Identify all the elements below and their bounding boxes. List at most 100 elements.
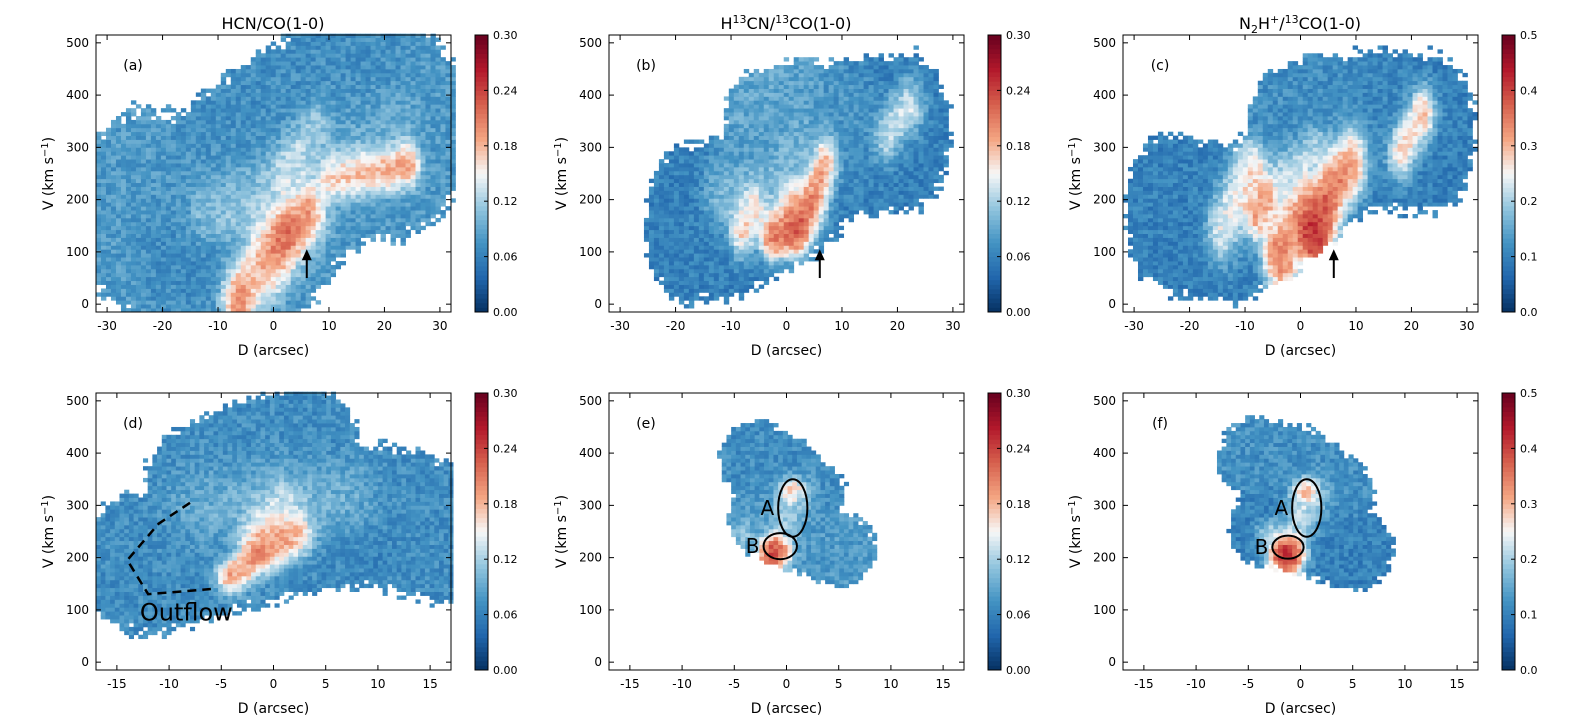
heatmap-cell — [165, 261, 172, 266]
heatmap-cell — [105, 233, 112, 238]
heatmap-cell — [300, 253, 307, 258]
heatmap-cell — [170, 241, 177, 246]
heatmap-cell — [673, 210, 680, 215]
heatmap-cell — [340, 155, 347, 160]
heatmap-cell — [215, 292, 222, 297]
heatmap-cell — [410, 182, 416, 187]
heatmap-cell — [115, 245, 122, 250]
heatmap-cell — [105, 151, 112, 156]
colorbar-segment — [475, 127, 488, 133]
heatmap-cell — [255, 76, 262, 82]
heatmap-cell — [275, 53, 282, 58]
heatmap-cell — [120, 284, 127, 289]
heatmap-cell — [365, 159, 371, 164]
heatmap-cell — [350, 139, 356, 144]
heatmap-cell — [430, 61, 436, 66]
heatmap-cell — [335, 76, 342, 82]
heatmap-cell — [668, 276, 675, 282]
heatmap-cell — [395, 53, 401, 58]
heatmap-cell — [425, 116, 431, 121]
heatmap-cell — [385, 225, 391, 231]
heatmap-cell — [290, 139, 297, 144]
heatmap-cell — [425, 37, 431, 42]
heatmap-cell — [270, 151, 277, 156]
heatmap-cell — [275, 155, 282, 160]
heatmap-cell — [420, 217, 426, 223]
heatmap-cell — [255, 268, 262, 274]
heatmap-cell — [260, 151, 267, 156]
heatmap-cell — [155, 264, 162, 270]
heatmap-cell — [280, 284, 287, 289]
heatmap-cell — [733, 241, 740, 246]
heatmap-cell — [693, 253, 700, 258]
heatmap-cell — [325, 170, 332, 176]
heatmap-cell — [400, 241, 406, 246]
heatmap-cell — [743, 284, 750, 289]
heatmap-cell — [260, 202, 267, 207]
heatmap-cell — [190, 135, 197, 140]
heatmap-cell — [165, 241, 172, 246]
heatmap-cell — [415, 186, 421, 191]
heatmap-cell — [345, 233, 351, 238]
heatmap-cell — [370, 143, 376, 148]
heatmap-cell — [165, 249, 172, 254]
heatmap-cell — [440, 68, 446, 74]
colorbar-segment — [475, 178, 488, 184]
heatmap-cell — [105, 257, 112, 262]
heatmap-cell — [718, 206, 725, 211]
heatmap-cell — [440, 178, 446, 184]
heatmap-cell — [190, 155, 197, 160]
heatmap-cell — [270, 245, 277, 250]
heatmap-cell — [385, 45, 391, 50]
title-panel-a: HCN/CO(1-0) — [222, 14, 325, 33]
heatmap-cell — [115, 170, 122, 176]
heatmap-cell — [340, 57, 347, 62]
heatmap-cell — [703, 159, 710, 164]
heatmap-cell — [330, 100, 337, 105]
heatmap-cell — [435, 210, 441, 215]
heatmap-cell — [200, 202, 207, 207]
heatmap-cell — [185, 159, 192, 164]
heatmap-cell — [225, 139, 232, 144]
heatmap-cell — [190, 127, 197, 133]
heatmap-cell — [340, 80, 347, 86]
heatmap-cell — [698, 261, 705, 266]
heatmap-cell — [440, 131, 446, 137]
heatmap-cell — [450, 96, 456, 101]
heatmap-cell — [145, 190, 152, 195]
heatmap-cell — [340, 61, 347, 66]
heatmap-cell — [230, 92, 237, 97]
heatmap-cell — [130, 268, 137, 274]
heatmap-cell — [210, 280, 217, 285]
heatmap-cell — [335, 237, 342, 242]
heatmap-cell — [175, 237, 182, 242]
heatmap-cell — [415, 92, 421, 97]
heatmap-cell — [295, 159, 302, 164]
heatmap-cell — [345, 237, 351, 242]
heatmap-cell — [255, 182, 262, 187]
heatmap-cell — [728, 100, 735, 105]
heatmap-cell — [170, 304, 177, 309]
heatmap-cell — [260, 237, 267, 242]
heatmap-cell — [330, 116, 337, 121]
heatmap-cell — [96, 214, 102, 219]
heatmap-cell — [733, 84, 740, 89]
heatmap-cell — [400, 233, 406, 238]
heatmap-cell — [425, 68, 431, 74]
heatmap-cell — [280, 49, 287, 54]
heatmap-cell — [683, 151, 690, 156]
heatmap-cell — [300, 88, 307, 93]
heatmap-cell — [300, 182, 307, 187]
heatmap-cell — [738, 166, 745, 172]
heatmap-cell — [335, 84, 342, 89]
heatmap-cell — [325, 276, 332, 282]
heatmap-cell — [435, 206, 441, 211]
heatmap-cell — [145, 221, 152, 227]
heatmap-cell — [395, 170, 401, 176]
heatmap-cell — [360, 131, 366, 137]
heatmap-cell — [688, 214, 695, 219]
heatmap-cell — [260, 214, 267, 219]
heatmap-cell — [718, 257, 725, 262]
heatmap-cell — [185, 182, 192, 187]
heatmap-cell — [270, 253, 277, 258]
